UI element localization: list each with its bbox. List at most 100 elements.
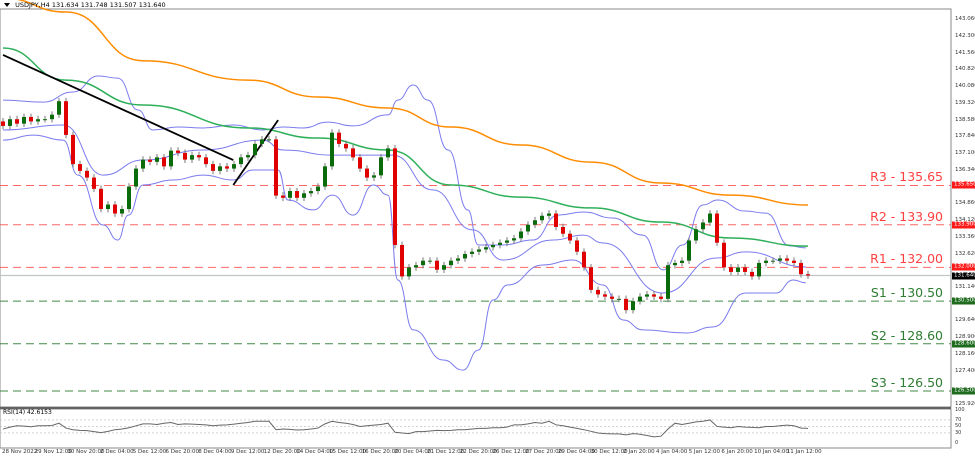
dropdown-triangle-icon[interactable]	[4, 3, 10, 7]
candle	[680, 257, 684, 267]
current-price-tag: 131.640	[952, 272, 975, 280]
candle-body	[113, 204, 117, 214]
candle-body	[785, 258, 789, 261]
candle-body	[372, 175, 376, 178]
x-tick-label: 29 Nov 12:00	[34, 449, 72, 455]
x-tick-label: 6 Dec 20:00	[165, 449, 200, 455]
candle	[519, 228, 523, 242]
candle	[722, 239, 726, 271]
x-tick-label: 2 Jan 20:00	[623, 449, 655, 455]
candle	[610, 293, 614, 303]
y-tick-label: 128.160	[955, 350, 975, 357]
candle-body	[162, 157, 166, 167]
x-tick-label: 29 Dec 04:00	[557, 449, 595, 455]
candle	[204, 153, 208, 168]
candle-body	[659, 296, 663, 299]
candle	[386, 145, 390, 161]
candle-body	[64, 101, 68, 135]
candle	[197, 151, 201, 161]
symbol-label: USDJPY,H4	[15, 1, 50, 9]
candle	[638, 293, 642, 305]
candle-body	[687, 240, 691, 261]
x-tick-label: 15 Dec 12:00	[329, 449, 366, 455]
candle-body	[463, 253, 467, 259]
candle-body	[197, 155, 201, 158]
candle	[365, 165, 369, 181]
candle	[729, 264, 733, 276]
candle	[750, 268, 754, 280]
candle	[183, 149, 187, 163]
candle-body	[1, 121, 5, 126]
candle-body	[15, 119, 19, 124]
candle-body	[267, 139, 271, 141]
candle-body	[491, 244, 495, 248]
y-tick-label: 128.900	[955, 334, 975, 341]
candle-body	[190, 155, 194, 160]
candle	[568, 230, 572, 244]
candle	[169, 147, 173, 170]
candle	[701, 219, 705, 233]
x-tick-label: 12 Dec 20:00	[263, 449, 301, 455]
candle	[512, 234, 516, 244]
candle-body	[99, 188, 103, 210]
candle-body	[561, 226, 565, 234]
candle	[806, 270, 810, 279]
candle-body	[449, 260, 453, 266]
x-tick-label: 26 Dec 12:00	[492, 449, 530, 455]
level-label-support: S2 - 128.60	[870, 327, 943, 343]
level-price-tag: 126.500	[952, 387, 975, 395]
candle-body	[106, 204, 110, 210]
y-tick-label: 125.920	[955, 401, 975, 407]
candle	[281, 192, 285, 202]
x-tick-label: 30 Nov 20:00	[67, 449, 105, 455]
candle-body	[526, 224, 530, 232]
candle	[477, 246, 481, 256]
y-tick-label: 133.360	[955, 233, 975, 240]
candle	[792, 257, 796, 267]
y-tick-label: 138.580	[955, 116, 975, 123]
candle	[36, 115, 40, 125]
candle	[267, 136, 271, 143]
candle-body	[218, 166, 222, 171]
candle-body	[547, 213, 551, 216]
candle-body	[141, 159, 145, 169]
candle-body	[169, 150, 173, 167]
candle-body	[435, 260, 439, 270]
candle-body	[43, 119, 47, 121]
candle-body	[778, 258, 782, 261]
candle-body	[799, 262, 803, 275]
y-tick-label: 129.640	[955, 317, 975, 324]
candle-body	[50, 114, 54, 120]
candle-body	[288, 191, 292, 198]
level-price-tag: 132.000	[952, 263, 975, 271]
moving-average-fast-line	[2, 47, 809, 247]
level-label-resistance: R2 - 133.90	[870, 208, 943, 224]
candle-body	[57, 101, 61, 115]
candle-body	[729, 267, 733, 272]
level-price-tag: 130.500	[952, 297, 975, 305]
candle-body	[771, 260, 775, 262]
candle-body	[148, 159, 152, 162]
candle-body	[295, 191, 299, 198]
candle-body	[36, 119, 40, 122]
y-tick-label: 131.140	[955, 283, 975, 290]
candle	[29, 113, 33, 125]
candle-body	[456, 258, 460, 261]
x-tick-label: 6 Jan 20:00	[721, 449, 753, 455]
candle	[260, 136, 264, 148]
candle	[92, 174, 96, 193]
y-tick-label: 139.320	[955, 100, 975, 106]
candle	[414, 261, 418, 271]
candle	[57, 97, 61, 119]
candle	[491, 241, 495, 251]
candle-body	[806, 274, 810, 276]
y-tick-label: 142.300	[955, 33, 975, 40]
candle	[8, 115, 12, 130]
x-tick-label: 8 Dec 04:00	[198, 449, 232, 455]
bollinger-lower-line	[2, 134, 806, 371]
candle-body	[498, 242, 502, 245]
candle	[743, 264, 747, 276]
candle	[785, 255, 789, 265]
x-tick-label: 30 Dec 12:00	[590, 449, 628, 455]
